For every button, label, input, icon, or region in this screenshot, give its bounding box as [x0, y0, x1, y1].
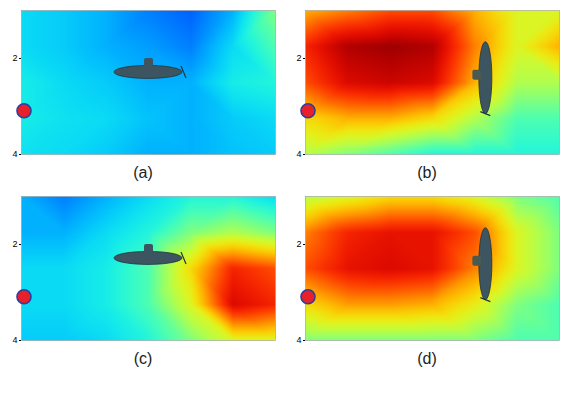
svg-text:2: 2 [12, 239, 17, 249]
svg-text:4: 4 [296, 335, 301, 345]
svg-text:2: 2 [296, 53, 301, 63]
svg-text:4: 4 [296, 149, 301, 159]
html-text:(c): (c) [133, 350, 153, 367]
svg-text:4: 4 [12, 335, 17, 345]
html-text:(b): (b) [417, 164, 437, 181]
svg-text:2: 2 [12, 53, 17, 63]
svg-text:2: 2 [296, 239, 301, 249]
html-text:(a): (a) [133, 164, 153, 181]
html-text:(d): (d) [417, 350, 437, 367]
svg-text:4: 4 [12, 149, 17, 159]
